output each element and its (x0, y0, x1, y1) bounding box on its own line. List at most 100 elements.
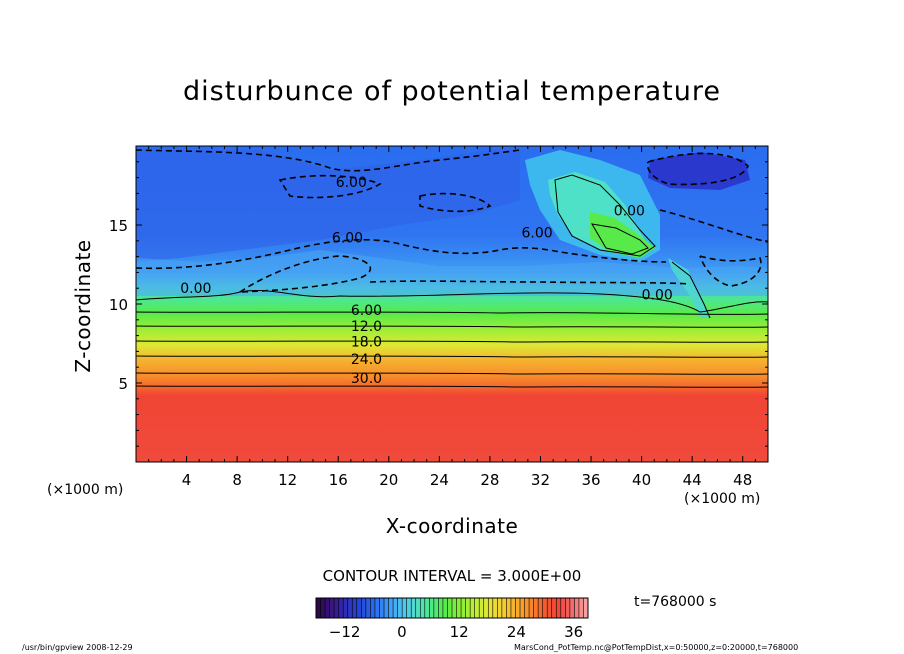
contour-label: 6.00 (332, 230, 363, 246)
time-label: t=768000 s (634, 594, 717, 610)
colorbar-tick-label: 12 (450, 623, 469, 641)
colorbar-cell (320, 598, 326, 618)
colorbar-cell (515, 598, 521, 618)
upper-blue-region (136, 150, 520, 262)
plume-solid-contour (554, 174, 656, 257)
colorbar-cell (574, 598, 580, 618)
contour-label: 30.0 (351, 371, 382, 387)
contour-18 (136, 340, 768, 343)
dashed-contour-i (699, 255, 762, 287)
colorbar-cell (461, 598, 466, 618)
colorbar-cell (402, 598, 407, 618)
colorbar-cell (538, 598, 543, 618)
colorbar-cell (356, 598, 362, 618)
dashed-contour-b (278, 174, 382, 199)
x-tick-label: 24 (430, 471, 449, 489)
colorbar-cell (510, 598, 516, 618)
colorbar-ticks: −12 0 12 24 36 (329, 623, 583, 641)
colorbar-cell (343, 598, 349, 618)
footer-right: MarsCond_PotTemp.nc@PotTempDist,x=0:5000… (514, 643, 799, 652)
x-tick-label: 44 (683, 471, 702, 489)
colorbar-cell (524, 598, 530, 618)
y-tick-label: 10 (109, 296, 128, 314)
colorbar-cell (483, 598, 489, 618)
colorbar-cell (338, 598, 344, 618)
contour-label: 12.0 (351, 319, 382, 335)
plume-solid-contour-inner (591, 223, 649, 255)
x-tick-label: 40 (632, 471, 651, 489)
x-tick-label: 32 (531, 471, 550, 489)
contour-label: 6.00 (336, 175, 367, 191)
colorbar-cell (452, 598, 457, 618)
colorbar-cell (533, 598, 539, 618)
colorbar-cell (556, 598, 562, 618)
x-tick-label: 20 (379, 471, 398, 489)
contour-label: 0.00 (614, 204, 645, 220)
colorbar-cell (520, 598, 525, 618)
negative-contours (136, 149, 768, 293)
colorbar-cell (329, 598, 335, 618)
contour-6 (136, 311, 768, 315)
colorbar-cell (361, 598, 367, 618)
colorbar-cell (447, 598, 453, 618)
rising-filament (668, 258, 710, 318)
dashed-contour-a (136, 149, 521, 172)
x-ticks: 4 8 12 16 20 24 28 32 36 40 44 48 (148, 146, 756, 489)
colorbar-cell (388, 598, 394, 618)
colorbar-cell (397, 598, 403, 618)
colorbar-cell (334, 598, 339, 618)
colorbar-cell (424, 598, 430, 618)
colorbar-tick-label: 36 (564, 623, 583, 641)
contour-interval-label: CONTOUR INTERVAL = 3.000E+00 (322, 567, 582, 585)
field-layer: 0.006.006.006.000.000.006.0012.018.024.0… (136, 146, 768, 462)
colorbar-cell (565, 598, 571, 618)
colorbar-cell (492, 598, 498, 618)
colorbar-cell (429, 598, 435, 618)
colorbar-cell (501, 598, 507, 618)
x-tick-label: 28 (480, 471, 499, 489)
contour-12 (136, 325, 768, 328)
contour-label: 18.0 (351, 335, 382, 351)
colorbar-tick-label: −12 (329, 623, 361, 641)
colorbar-cell (497, 598, 503, 618)
y-tick-label: 15 (109, 217, 128, 235)
colorbar-cell (325, 598, 330, 618)
lower-light-band (136, 250, 768, 296)
colorbar (315, 597, 589, 619)
colorbar-cell (406, 598, 412, 618)
colorbar-cell (438, 598, 444, 618)
colorbar-cell (569, 598, 575, 618)
colorbar-cell (506, 598, 512, 618)
colorbar-cell (347, 598, 353, 618)
colorbar-cell (470, 598, 475, 618)
chart-title: disturbunce of potential temperature (183, 76, 721, 107)
x-tick-label: 36 (581, 471, 600, 489)
contour-label: 6.00 (351, 303, 382, 319)
colorbar-cell (316, 598, 321, 618)
colorbar-cell (479, 598, 485, 618)
contour-label: 0.00 (642, 287, 673, 303)
warm-plume-core (590, 212, 655, 258)
colorbar-cell (578, 598, 584, 618)
colorbar-cell (542, 598, 548, 618)
colorbar-cell (384, 598, 389, 618)
contour-36 (136, 385, 768, 388)
contour-0 (136, 289, 768, 313)
dashed-contour-c (419, 192, 492, 213)
colorbar-cell (474, 598, 480, 618)
colorbar-cell (352, 598, 358, 618)
colorbar-cell (379, 598, 385, 618)
dashed-contour-g (646, 152, 749, 186)
x-tick-label: 8 (232, 471, 242, 489)
footer-left: /usr/bin/gpview 2008-12-29 (22, 643, 133, 652)
contour-label: 6.00 (522, 226, 553, 242)
y-axis-label: Z-coordinate (71, 239, 95, 373)
filament-solid-contour (671, 261, 711, 319)
x-tick-label: 12 (278, 471, 297, 489)
dashed-contour-d (136, 238, 667, 270)
colorbar-cell (415, 598, 421, 618)
x-unit-right: (×1000 m) (684, 491, 761, 507)
contour-label: 24.0 (351, 352, 382, 368)
colorbar-cell (456, 598, 462, 618)
